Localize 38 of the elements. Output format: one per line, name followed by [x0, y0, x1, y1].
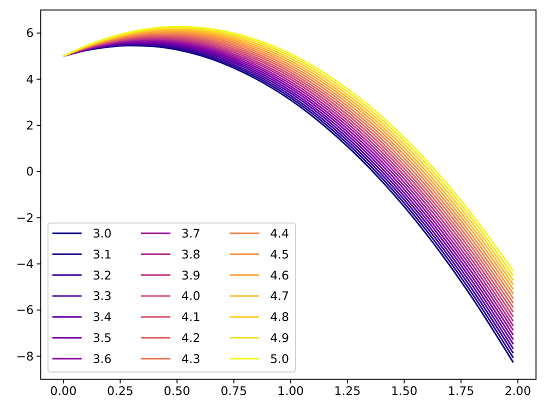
legend-label: 3.5	[92, 330, 112, 345]
x-tick-label: 1.00	[277, 384, 304, 398]
x-tick-label: 0.75	[220, 384, 248, 398]
x-tick-label: 0.25	[106, 384, 134, 398]
y-tick-label: 4	[26, 72, 34, 86]
legend-label: 4.5	[270, 247, 290, 262]
legend-label: 3.9	[181, 268, 200, 282]
y-tick-label: −4	[16, 257, 34, 272]
y-tick-label: 2	[26, 118, 34, 133]
legend-label: 4.8	[270, 310, 290, 324]
legend-label: 4.0	[181, 289, 200, 304]
legend-label: 4.9	[270, 330, 290, 345]
legend-label: 3.1	[92, 247, 112, 262]
legend-label: 3.6	[92, 352, 112, 366]
legend-label: 5.0	[270, 352, 290, 366]
x-tick-label: 1.75	[448, 384, 474, 398]
y-tick-label: 6	[26, 26, 34, 40]
y-tick-label: −8	[16, 349, 34, 364]
x-tick-label: 1.50	[390, 384, 418, 398]
y-tick-label: −2	[16, 210, 34, 225]
x-tick-label: 0.00	[50, 384, 77, 398]
x-tick-label: 0.50	[164, 384, 190, 398]
legend-label: 3.7	[181, 226, 200, 240]
y-tick-label: 0	[26, 164, 34, 179]
legend-label: 4.6	[270, 268, 290, 282]
legend-label: 3.2	[92, 268, 112, 282]
y-tick-label: −6	[16, 303, 34, 318]
legend-label: 3.0	[92, 226, 112, 240]
legend-label: 4.2	[181, 330, 200, 345]
x-tick-label: 1.25	[334, 384, 361, 398]
legend-label: 4.3	[181, 352, 200, 366]
legend-label: 3.8	[181, 247, 200, 262]
legend-label: 4.1	[181, 310, 200, 324]
legend-label: 3.3	[92, 289, 112, 304]
legend-label: 4.7	[270, 289, 290, 304]
x-tick-label: 2.00	[504, 384, 532, 398]
legend-label: 3.4	[92, 310, 112, 324]
legend-label: 4.4	[270, 226, 290, 240]
